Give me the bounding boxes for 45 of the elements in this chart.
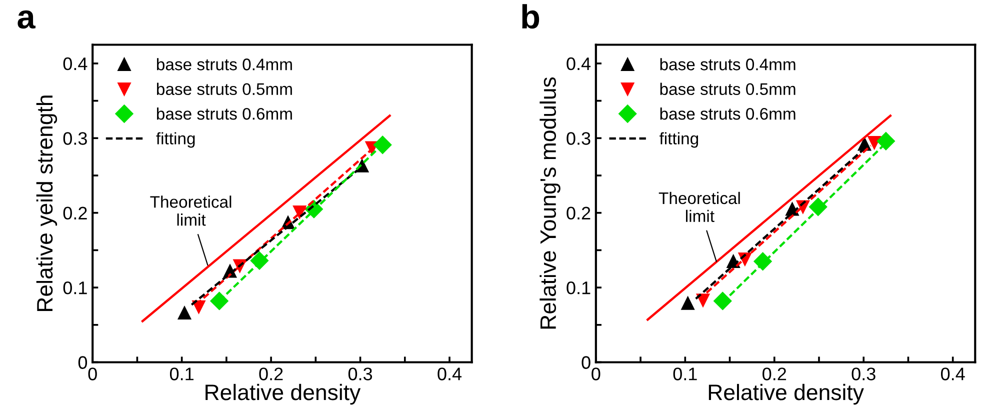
- x-tick-label: 0.2: [762, 368, 786, 380]
- point: [876, 132, 895, 150]
- x-tick-label: 0.1: [673, 368, 697, 380]
- legend-label: fitting: [659, 132, 698, 148]
- y-tick-label: 0.3: [63, 132, 87, 145]
- y-tick-label: 0.1: [63, 281, 87, 294]
- x-tick-label: 0.4: [941, 368, 965, 380]
- point: [250, 252, 268, 270]
- legend-label: base struts 0.4mm: [660, 58, 796, 70]
- point: [809, 198, 828, 216]
- x-tick-label: 0.3: [852, 368, 876, 380]
- annotation: Theoretical limit: [658, 192, 740, 222]
- y-tick-label: 0.3: [566, 132, 590, 145]
- x-tick-label: 0.2: [259, 368, 283, 380]
- y-tick-label: 0.1: [566, 281, 590, 294]
- y-tick-label: 0.2: [566, 206, 590, 220]
- y-tick-label: 0.4: [63, 57, 88, 70]
- point: [868, 136, 881, 150]
- x-tick-label: 0: [592, 368, 600, 380]
- point: [374, 136, 392, 154]
- point: [178, 306, 192, 320]
- x-axis-title: Relative density: [206, 384, 361, 405]
- x-tick-label: 0: [88, 368, 97, 380]
- point: [210, 292, 228, 310]
- x-tick-label: 0.1: [170, 368, 194, 380]
- legend-label: base struts 0.4mm: [157, 58, 292, 70]
- legend-label: fitting: [156, 132, 195, 148]
- point: [681, 296, 694, 310]
- y-tick-label: 0: [582, 356, 590, 369]
- y-axis-title: Relative yeild strength: [36, 96, 58, 311]
- x-axis-title: Relative density: [708, 384, 864, 405]
- y-tick-label: 0.4: [566, 57, 591, 70]
- chart-title: b: [522, 4, 540, 29]
- x-tick-label: 0.4: [438, 368, 462, 380]
- legend-label: base struts 0.6mm: [660, 108, 796, 120]
- point: [714, 292, 732, 310]
- legend-label: base struts 0.5mm: [157, 82, 292, 96]
- y-tick-label: 0: [78, 356, 88, 369]
- annotation: Theoretical limit: [150, 196, 232, 226]
- chart-title: a: [18, 10, 36, 29]
- legend-label: base struts 0.5mm: [660, 82, 796, 96]
- y-axis-title: Relative Young's modulus: [540, 77, 560, 329]
- legend-label: base struts 0.6mm: [157, 108, 292, 120]
- x-tick-label: 0.3: [348, 368, 372, 380]
- y-tick-label: 0.2: [63, 206, 87, 220]
